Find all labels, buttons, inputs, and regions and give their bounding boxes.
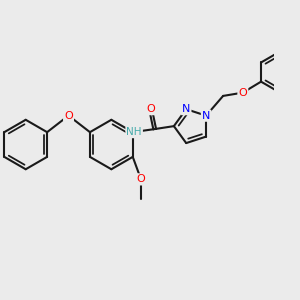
Text: NH: NH	[126, 127, 142, 137]
Text: O: O	[146, 104, 155, 114]
Text: F: F	[299, 58, 300, 68]
Text: N: N	[182, 104, 190, 114]
Text: O: O	[64, 111, 73, 121]
Text: O: O	[238, 88, 247, 98]
Text: N: N	[202, 111, 210, 121]
Text: O: O	[136, 174, 146, 184]
